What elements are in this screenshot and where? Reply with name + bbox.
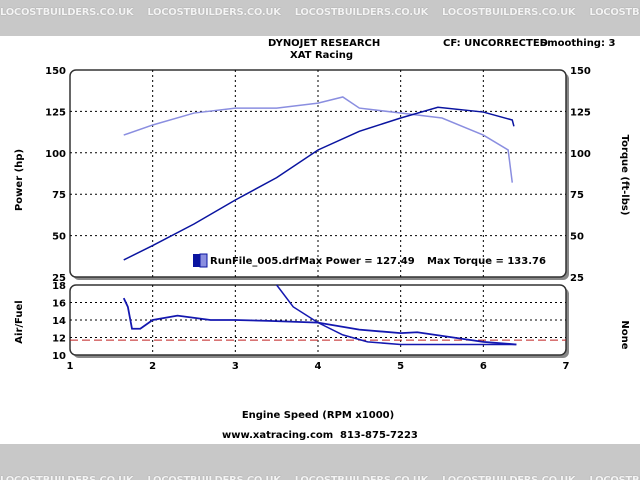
afr-line-2 xyxy=(276,284,517,346)
afr-tick-label: 14 xyxy=(52,316,66,327)
legend-swatch-power xyxy=(193,254,200,267)
x-tick-label: 5 xyxy=(397,361,404,372)
y2-tick-label: 25 xyxy=(570,273,584,284)
smoothing-label: Smoothing: 3 xyxy=(540,38,616,49)
watermark-text: LOCOSTBUILDERS.CO.UK xyxy=(147,7,281,18)
watermark-text: LOCOSTBUILDERS.CO.UK xyxy=(589,475,640,480)
x-tick-label: 1 xyxy=(67,361,74,372)
afr-tick-label: 18 xyxy=(52,281,66,292)
y-axis-label-power: Power (hp) xyxy=(14,149,25,211)
x-tick-label: 4 xyxy=(315,361,322,372)
x-tick-label: 3 xyxy=(232,361,239,372)
y2-tick-label: 75 xyxy=(570,190,584,201)
legend: RunFile_005.drf Max Power = 127.49 Max T… xyxy=(193,253,546,268)
watermark-text: LOCOSTBUILDERS.CO.UK xyxy=(0,475,134,480)
legend-max-power: Max Power = 127.49 xyxy=(299,256,415,267)
y-tick-label: 125 xyxy=(45,107,66,118)
y-tick-label: 25 xyxy=(52,273,66,284)
x-axis-label: Engine Speed (RPM x1000) xyxy=(242,410,394,421)
power-line xyxy=(123,106,515,261)
afr-line-1 xyxy=(122,297,517,346)
y2-tick-label: 100 xyxy=(570,149,591,160)
legend-file: RunFile_005.drf xyxy=(210,256,299,267)
x-tick-label: 6 xyxy=(480,361,487,372)
chart-subtitle: XAT Racing xyxy=(290,50,354,61)
watermark-banner-top: LOCOSTBUILDERS.CO.UK LOCOSTBUILDERS.CO.UK… xyxy=(0,0,640,36)
torque-line xyxy=(123,96,514,183)
afr-tick-label: 10 xyxy=(52,351,66,362)
phone: 813-875-7223 xyxy=(340,430,418,441)
y2-tick-label: 150 xyxy=(570,66,591,77)
y2-tick-label: 50 xyxy=(570,232,584,243)
website: www.xatracing.com xyxy=(222,430,333,441)
y-tick-label: 100 xyxy=(45,149,66,160)
x-tick-label: 7 xyxy=(563,361,570,372)
y-axis-label-none: None xyxy=(619,320,630,349)
y-axis-label-torque: Torque (ft-lbs) xyxy=(619,135,630,216)
watermark-text: LOCOSTBUILDERS.CO.UK xyxy=(0,7,134,18)
watermark-text: LOCOSTBUILDERS.CO.UK xyxy=(294,7,429,18)
watermark-text: LOCOSTBUILDERS.CO.UK xyxy=(442,7,576,18)
watermark-banner-bottom: LOCOSTBUILDERS.CO.UK LOCOSTBUILDERS.CO.UK… xyxy=(0,444,640,480)
legend-swatch-torque xyxy=(199,253,208,268)
cf-label: CF: UNCORRECTED xyxy=(443,38,548,49)
watermark-text: LOCOSTBUILDERS.CO.UK xyxy=(442,475,576,480)
y2-tick-label: 125 xyxy=(570,107,591,118)
watermark-text: LOCOSTBUILDERS.CO.UK xyxy=(589,7,640,18)
y-tick-label: 75 xyxy=(52,190,66,201)
y-tick-label: 50 xyxy=(52,232,66,243)
watermark-text: LOCOSTBUILDERS.CO.UK xyxy=(295,475,429,480)
watermark-text: LOCOSTBUILDERS.CO.UK xyxy=(147,475,281,480)
chart-title: DYNOJET RESEARCH xyxy=(268,38,381,49)
x-tick-label: 2 xyxy=(149,361,156,372)
afr-tick-label: 12 xyxy=(52,334,66,345)
y-tick-label: 150 xyxy=(45,66,66,77)
afr-tick-label: 16 xyxy=(52,299,66,310)
legend-max-torque: Max Torque = 133.76 xyxy=(427,256,546,267)
y-axis-label-afr: Air/Fuel xyxy=(14,300,25,343)
